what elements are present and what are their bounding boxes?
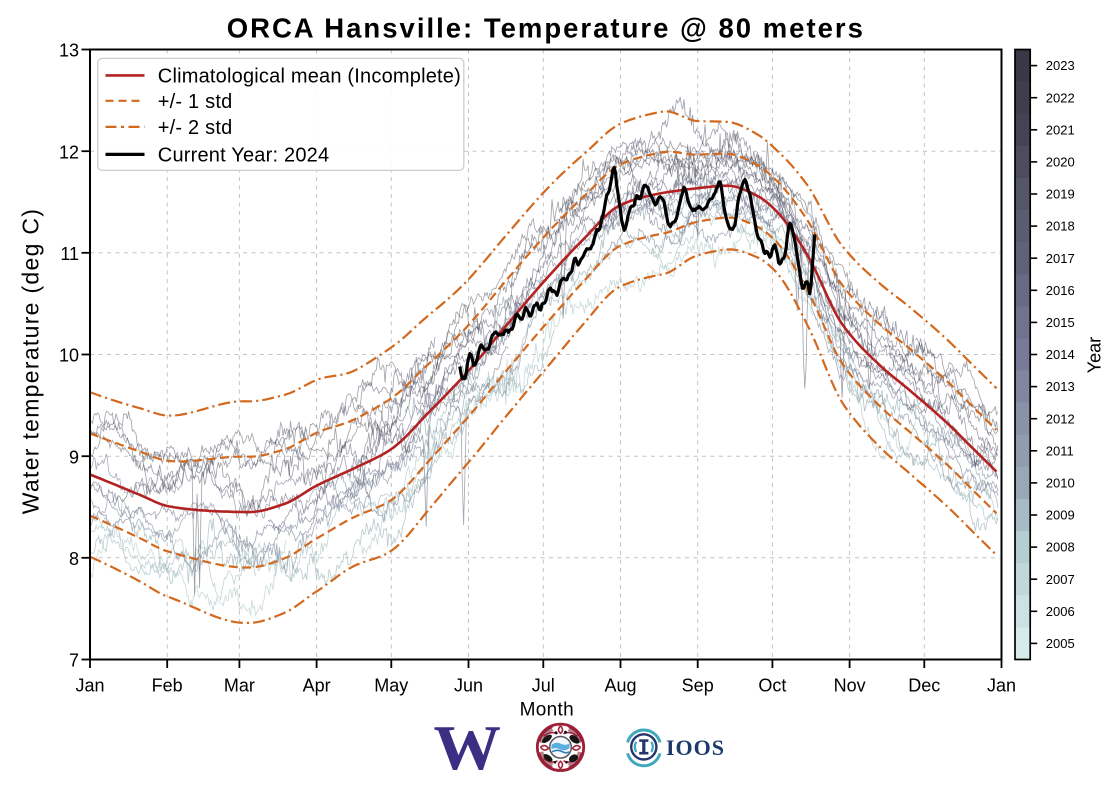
svg-text:2014: 2014 bbox=[1046, 347, 1075, 362]
svg-text:Apr: Apr bbox=[303, 676, 331, 696]
svg-text:Mar: Mar bbox=[224, 676, 255, 696]
svg-text:2009: 2009 bbox=[1046, 508, 1075, 523]
svg-text:Aug: Aug bbox=[604, 676, 636, 696]
svg-text:2006: 2006 bbox=[1046, 604, 1075, 619]
svg-text:Sep: Sep bbox=[682, 676, 714, 696]
svg-text:+/- 1 std: +/- 1 std bbox=[158, 91, 233, 113]
svg-text:2011: 2011 bbox=[1046, 443, 1074, 458]
svg-text:2018: 2018 bbox=[1046, 219, 1075, 234]
svg-text:2019: 2019 bbox=[1046, 187, 1075, 202]
svg-text:2020: 2020 bbox=[1046, 155, 1075, 170]
svg-text:10: 10 bbox=[59, 346, 79, 366]
svg-text:13: 13 bbox=[59, 41, 79, 61]
svg-text:2016: 2016 bbox=[1046, 283, 1075, 298]
svg-text:Jul: Jul bbox=[532, 676, 555, 696]
svg-text:2005: 2005 bbox=[1046, 636, 1075, 651]
svg-text:9: 9 bbox=[69, 447, 79, 467]
svg-text:Year: Year bbox=[1085, 337, 1105, 373]
svg-text:11: 11 bbox=[60, 244, 79, 264]
svg-text:2008: 2008 bbox=[1046, 540, 1075, 555]
svg-text:2010: 2010 bbox=[1046, 476, 1075, 491]
svg-text:Jun: Jun bbox=[454, 676, 483, 696]
svg-text:8: 8 bbox=[69, 549, 79, 569]
svg-text:Nov: Nov bbox=[834, 676, 866, 696]
svg-text:Oct: Oct bbox=[758, 676, 786, 696]
svg-text:12: 12 bbox=[59, 142, 79, 162]
svg-text:7: 7 bbox=[69, 651, 79, 671]
svg-text:2007: 2007 bbox=[1046, 572, 1075, 587]
svg-text:ORCA Hansville: Temperature @: ORCA Hansville: Temperature @ 80 meters bbox=[227, 13, 865, 44]
svg-text:Feb: Feb bbox=[152, 676, 183, 696]
svg-text:Current Year: 2024: Current Year: 2024 bbox=[158, 144, 330, 166]
svg-text:2013: 2013 bbox=[1046, 379, 1075, 394]
svg-text:2021: 2021 bbox=[1046, 122, 1075, 137]
svg-text:+/- 2 std: +/- 2 std bbox=[158, 117, 233, 139]
svg-text:IOOS: IOOS bbox=[666, 735, 725, 760]
svg-text:2012: 2012 bbox=[1046, 411, 1075, 426]
svg-text:Water temperature (deg C): Water temperature (deg C) bbox=[18, 208, 44, 514]
svg-text:W: W bbox=[434, 714, 501, 784]
svg-text:2022: 2022 bbox=[1046, 90, 1075, 105]
svg-text:2015: 2015 bbox=[1046, 315, 1075, 330]
svg-text:Jan: Jan bbox=[75, 676, 104, 696]
svg-text:Jan: Jan bbox=[987, 676, 1016, 696]
svg-text:2017: 2017 bbox=[1046, 251, 1075, 266]
svg-text:Month: Month bbox=[520, 700, 574, 721]
svg-text:2023: 2023 bbox=[1046, 58, 1075, 73]
svg-text:Dec: Dec bbox=[908, 676, 940, 696]
svg-text:Climatological mean (Incomplet: Climatological mean (Incomplete) bbox=[158, 65, 461, 87]
svg-text:May: May bbox=[374, 676, 408, 696]
